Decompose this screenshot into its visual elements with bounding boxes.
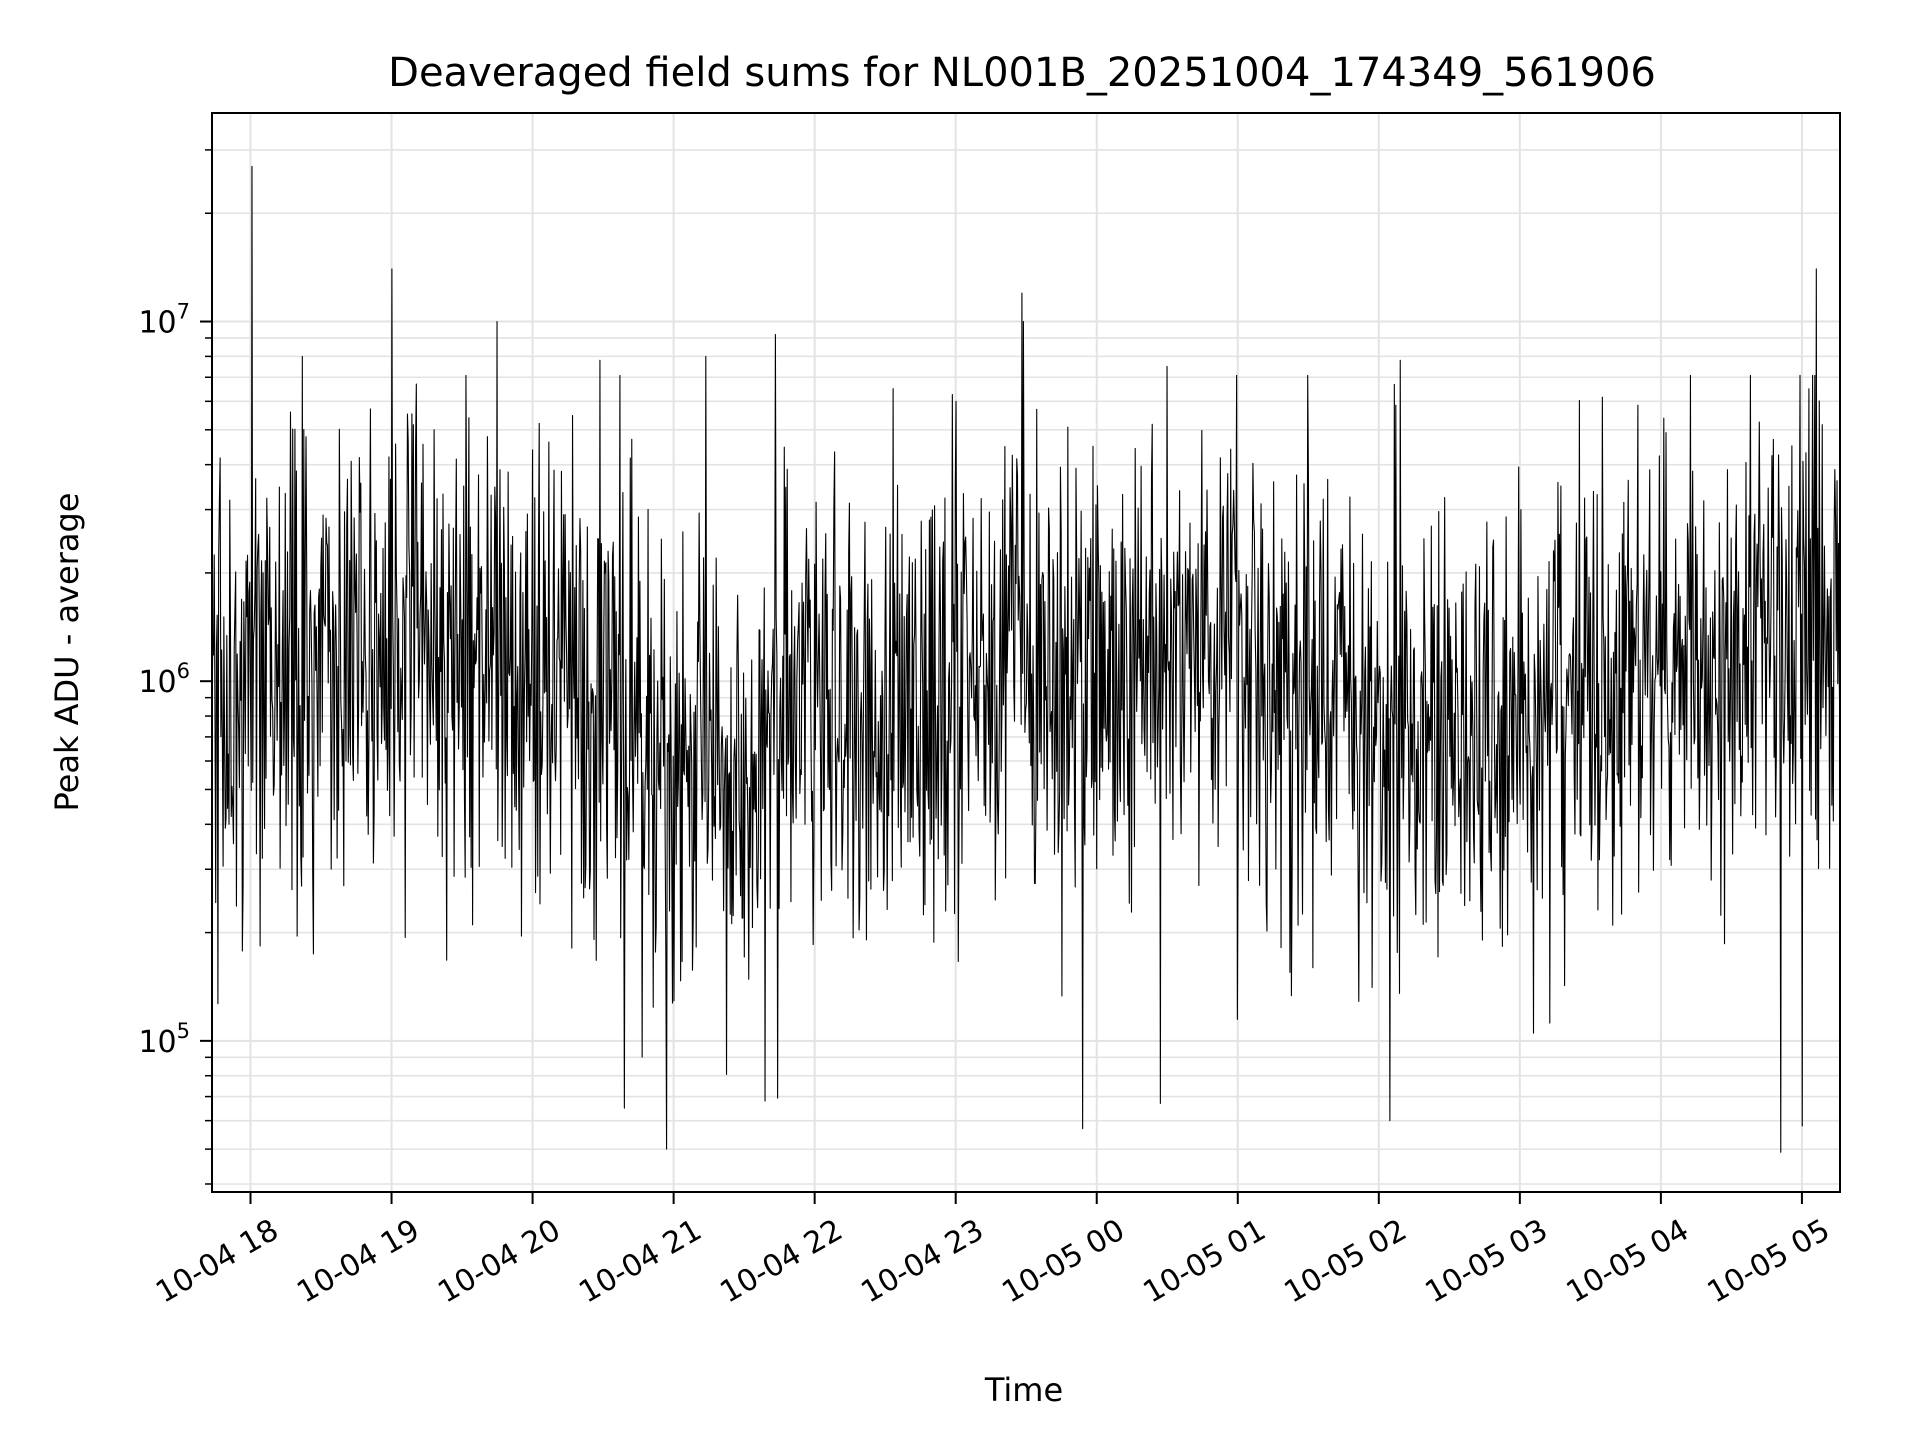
- plot-frame: [211, 112, 1841, 1193]
- y-tick-label: 107: [138, 300, 190, 341]
- chart-title: Deaveraged field sums for NL001B_2025100…: [388, 50, 1656, 96]
- x-axis-label: Time: [984, 1371, 1063, 1409]
- y-axis: 105 106 107: [138, 149, 212, 1185]
- y-axis-label: Peak ADU - average: [48, 493, 86, 812]
- y-tick-label: 106: [138, 659, 190, 700]
- series-layer: [211, 165, 1841, 1153]
- series-line: [211, 165, 1841, 1153]
- y-tick-label: 105: [138, 1019, 190, 1060]
